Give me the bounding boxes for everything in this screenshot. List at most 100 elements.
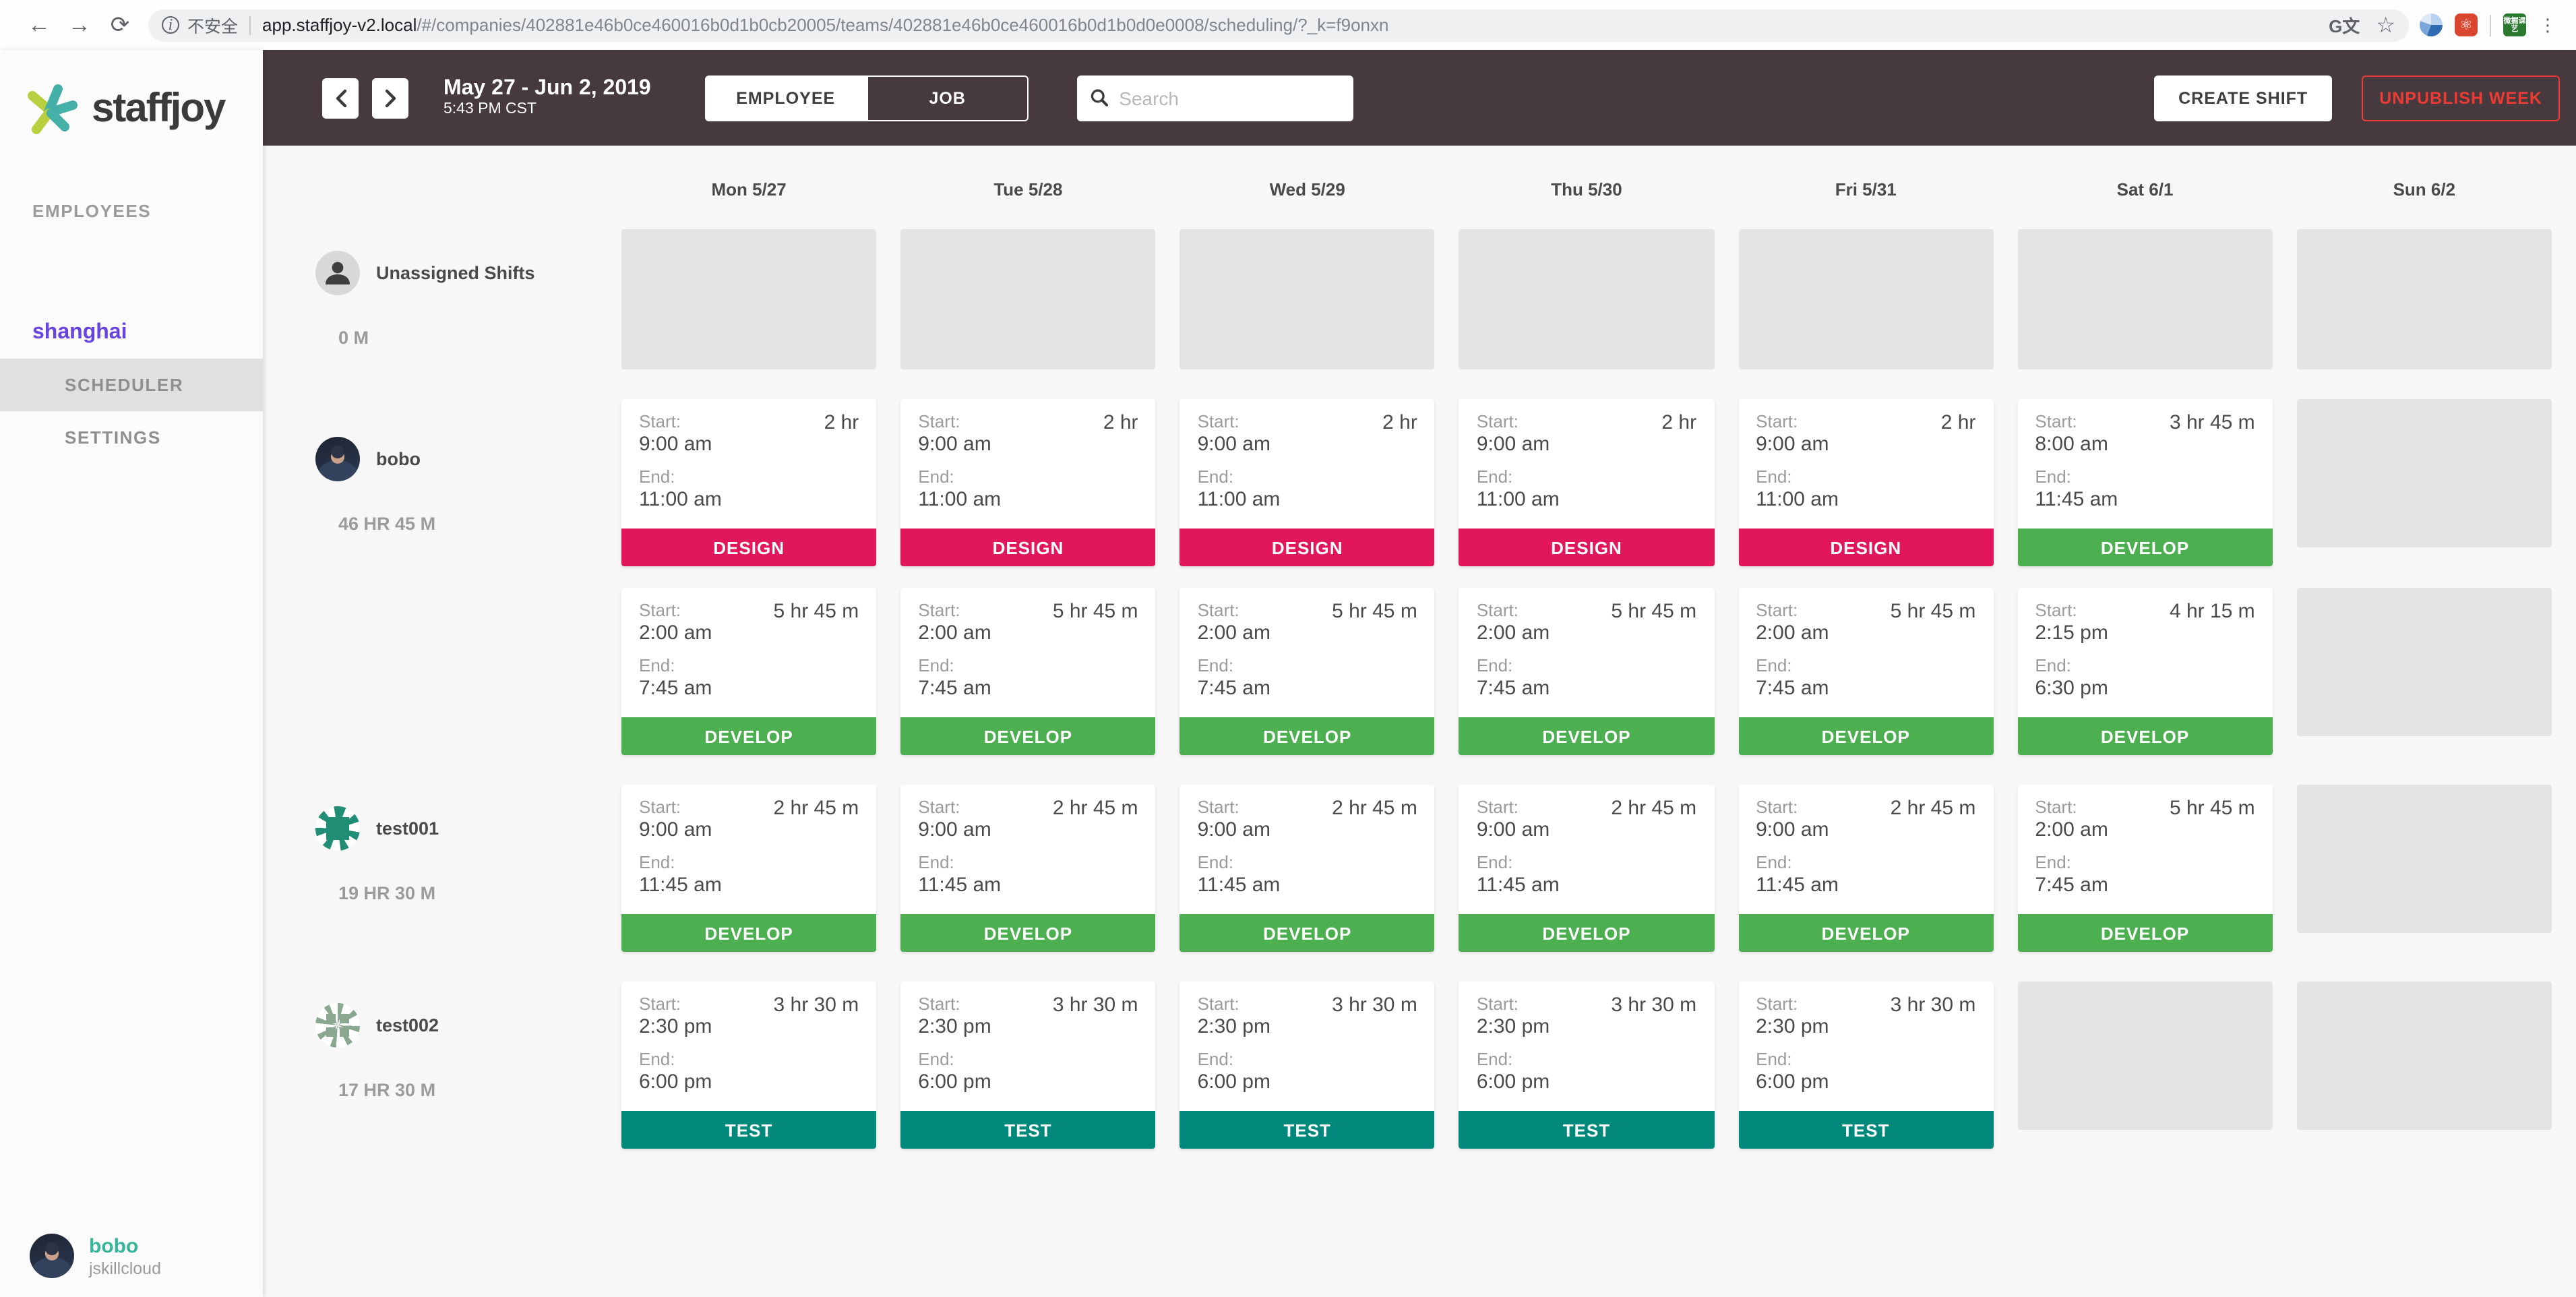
page-info-icon[interactable]: i (162, 16, 179, 34)
extension-atom-icon[interactable]: ⚛ (2455, 13, 2478, 36)
shift-duration: 5 hr 45 m (773, 600, 859, 623)
start-time: 2:30 pm (639, 1015, 712, 1038)
shift-card-times: Start: 2:15 pm End: 6:30 pm 4 hr 15 m (2017, 588, 2272, 717)
job-badge: DEVELOP (1459, 717, 1715, 755)
end-time: 11:00 am (918, 488, 1002, 511)
shift-card-times: Start: 2:00 am End: 7:45 am 5 hr 45 m (1738, 588, 1993, 717)
member-total-hours: 17 HR 30 M (338, 1080, 436, 1100)
shift-card[interactable]: Start: 9:00 am End: 11:00 am 2 hr DESIGN (1179, 399, 1435, 566)
shift-card[interactable]: Start: 9:00 am End: 11:45 am 2 hr 45 m DEVELO… (900, 785, 1156, 952)
toggle-employee[interactable]: EMPLOYEE (704, 75, 867, 121)
shift-card[interactable]: Start: 9:00 am End: 11:45 am 2 hr 45 m DEVELO… (1738, 785, 1994, 952)
shift-card[interactable]: Start: 9:00 am End: 11:00 am 2 hr DESIGN (621, 399, 877, 566)
start-label: Start: (639, 600, 681, 620)
schedule-grid: Mon 5/27 Tue 5/28 Wed 5/29 Thu 5/30 Fri 5/31… (263, 146, 2576, 1297)
next-week-button[interactable] (372, 78, 408, 118)
sidebar-team-shanghai[interactable]: shanghai (32, 321, 127, 344)
empty-shift-slot (1459, 229, 1715, 369)
start-time: 9:00 am (1756, 818, 1829, 841)
week-range: May 27 - Jun 2, 2019 5:43 PM CST (443, 77, 651, 119)
shift-card[interactable]: Start: 9:00 am End: 11:00 am 2 hr DESIGN (1459, 399, 1715, 566)
create-shift-button[interactable]: CREATE SHIFT (2154, 75, 2333, 121)
start-time: 2:15 pm (2035, 622, 2108, 644)
shift-card[interactable]: Start: 9:00 am End: 11:45 am 2 hr 45 m DEVELO… (1179, 785, 1435, 952)
chevron-left-icon (335, 88, 346, 107)
sidebar-item-settings[interactable]: SETTINGS (65, 427, 161, 448)
member-name[interactable]: test002 (376, 1015, 439, 1035)
shift-card[interactable]: Start: 2:00 am End: 7:45 am 5 hr 45 m DEVELOP (1738, 588, 1994, 755)
security-label: 不安全 (187, 18, 239, 36)
toggle-job[interactable]: JOB (866, 75, 1029, 121)
empty-shift-slot (2017, 982, 2273, 1130)
unpublish-week-button[interactable]: UNPUBLISH WEEK (2362, 75, 2560, 121)
shift-duration: 3 hr 30 m (773, 994, 859, 1017)
start-label: Start: (918, 600, 960, 620)
job-badge: DEVELOP (2017, 914, 2273, 952)
start-label: Start: (2035, 411, 2077, 431)
shift-duration: 5 hr 45 m (2169, 797, 2255, 820)
start-time: 2:30 pm (1476, 1015, 1550, 1038)
shift-card[interactable]: Start: 2:30 pm End: 6:00 pm 3 hr 30 m TEST (1459, 982, 1715, 1149)
shift-card[interactable]: Start: 9:00 am End: 11:00 am 2 hr DESIGN (1738, 399, 1994, 566)
start-time: 9:00 am (1476, 433, 1550, 456)
shift-duration: 2 hr (1940, 411, 1976, 434)
back-icon[interactable]: ← (28, 11, 51, 37)
search-icon (1091, 89, 1108, 107)
member-name[interactable]: bobo (376, 449, 421, 469)
member-label: test002 17 HR 30 M (263, 982, 597, 1149)
reload-icon[interactable]: ⟳ (110, 11, 130, 37)
shift-card[interactable]: Start: 2:30 pm End: 6:00 pm 3 hr 30 m TEST (621, 982, 877, 1149)
staffjoy-logo[interactable]: staffjoy (0, 50, 263, 139)
shift-card[interactable]: Start: 2:00 am End: 7:45 am 5 hr 45 m DEVELOP (900, 588, 1156, 755)
end-time: 11:00 am (639, 488, 722, 511)
sidebar-item-employees[interactable]: EMPLOYEES (32, 201, 152, 221)
bookmark-star-icon[interactable]: ☆ (2376, 14, 2395, 37)
shift-card[interactable]: Start: 2:00 am End: 7:45 am 5 hr 45 m DEVELOP (1179, 588, 1435, 755)
search-input[interactable] (1119, 87, 1340, 109)
member-label: bobo 46 HR 45 M (263, 399, 597, 755)
member-label: Unassigned Shifts 0 M (263, 229, 597, 369)
shift-card[interactable]: Start: 2:00 am End: 7:45 am 5 hr 45 m DEVELOP (621, 588, 877, 755)
forward-icon[interactable]: → (68, 11, 91, 37)
start-time: 2:30 pm (1197, 1015, 1270, 1038)
shift-card[interactable]: Start: 9:00 am End: 11:00 am 2 hr DESIGN (900, 399, 1156, 566)
job-badge: TEST (1459, 1111, 1715, 1149)
shift-card[interactable]: Start: 2:30 pm End: 6:00 pm 3 hr 30 m TEST (900, 982, 1156, 1149)
end-time: 7:45 am (2035, 874, 2108, 897)
end-label: End: (1476, 1049, 1513, 1069)
shift-card[interactable]: Start: 2:00 am End: 7:45 am 5 hr 45 m DEVELOP (1459, 588, 1715, 755)
start-label: Start: (639, 411, 681, 431)
shift-card[interactable]: Start: 2:00 am End: 7:45 am 5 hr 45 m DEVELOP (2017, 785, 2273, 952)
search-box (1076, 75, 1353, 121)
translate-icon[interactable]: G文 (2329, 16, 2360, 36)
sidebar-item-scheduler[interactable]: SCHEDULER (0, 359, 263, 411)
start-label: Start: (1756, 600, 1798, 620)
start-time: 2:00 am (918, 622, 991, 644)
shift-card[interactable]: Start: 9:00 am End: 11:45 am 2 hr 45 m DEVELO… (621, 785, 877, 952)
shift-card[interactable]: Start: 2:30 pm End: 6:00 pm 3 hr 30 m TEST (1738, 982, 1994, 1149)
end-time: 11:45 am (1476, 874, 1560, 897)
shift-card[interactable]: Start: 2:15 pm End: 6:30 pm 4 hr 15 m DEVELOP (2017, 588, 2273, 755)
prev-week-button[interactable] (322, 78, 359, 118)
current-user[interactable]: bobo jskillcloud (0, 1234, 263, 1278)
start-label: Start: (1756, 411, 1798, 431)
shift-card-times: Start: 8:00 am End: 11:45 am 3 hr 45 m (2017, 399, 2272, 529)
extension-seal-icon[interactable]: 微掘课艺 (2503, 13, 2526, 36)
extension-blue-icon[interactable] (2420, 13, 2443, 36)
member-name[interactable]: Unassigned Shifts (376, 263, 535, 283)
end-label: End: (1756, 466, 1792, 487)
shift-card[interactable]: Start: 2:30 pm End: 6:00 pm 3 hr 30 m TEST (1179, 982, 1435, 1149)
shift-card[interactable]: Start: 8:00 am End: 11:45 am 3 hr 45 m DEVELO… (2017, 399, 2273, 566)
end-label: End: (639, 466, 675, 487)
start-time: 9:00 am (1197, 433, 1270, 456)
end-label: End: (1476, 852, 1513, 872)
member-name[interactable]: test001 (376, 818, 439, 839)
start-time: 8:00 am (2035, 433, 2108, 456)
job-badge: DEVELOP (900, 914, 1156, 952)
job-badge: TEST (1738, 1111, 1994, 1149)
browser-menu-icon[interactable]: ⋮ (2539, 15, 2556, 35)
address-bar[interactable]: i 不安全 app.staffjoy-v2.local/#/companies/… (148, 9, 2409, 41)
shift-card[interactable]: Start: 9:00 am End: 11:45 am 2 hr 45 m DEVELO… (1459, 785, 1715, 952)
start-time: 9:00 am (1756, 433, 1829, 456)
start-time: 2:00 am (1197, 622, 1270, 644)
